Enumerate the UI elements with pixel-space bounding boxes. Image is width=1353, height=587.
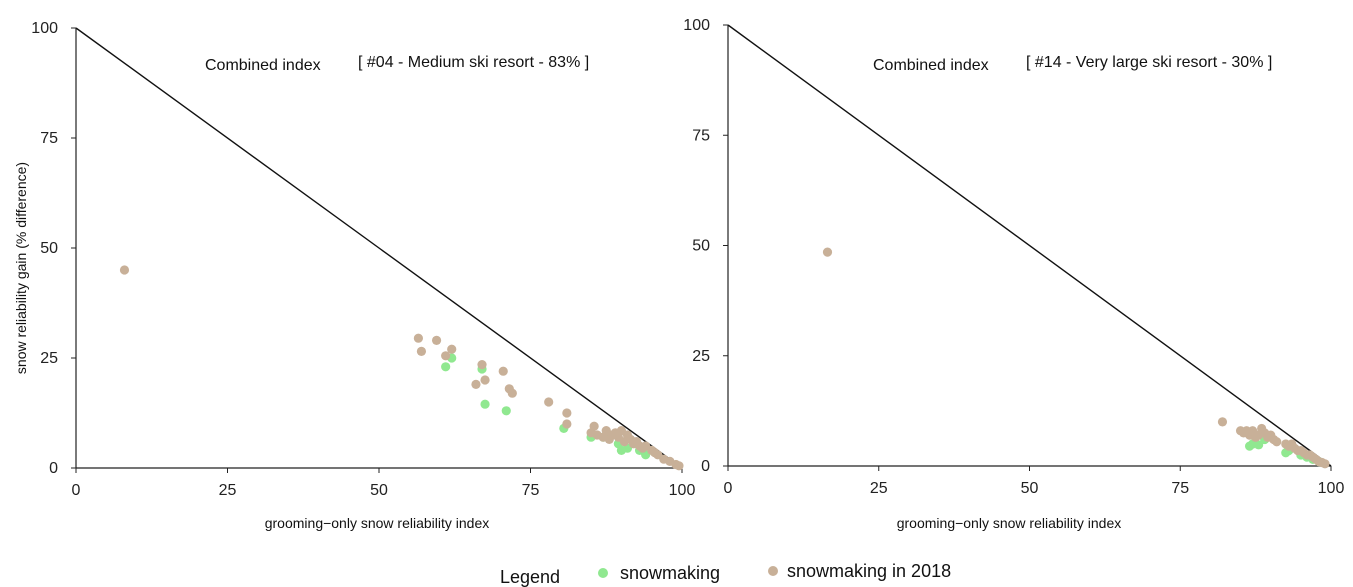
x-tick-label: 50 xyxy=(370,482,388,499)
y-tick-label: 25 xyxy=(40,350,58,367)
legend-swatch-snowmaking-2018 xyxy=(768,566,778,576)
y-tick-label: 100 xyxy=(683,17,710,34)
legend-label-snowmaking: snowmaking xyxy=(620,563,720,583)
data-point xyxy=(562,419,572,429)
data-point xyxy=(822,247,833,257)
data-point xyxy=(1272,437,1282,447)
data-point xyxy=(1217,417,1228,427)
data-point xyxy=(416,346,427,356)
data-point xyxy=(507,388,517,398)
legend-label-snowmaking-2018: snowmaking in 2018 xyxy=(787,561,951,581)
data-point xyxy=(501,406,511,416)
data-point xyxy=(480,399,490,409)
legend-title: Legend xyxy=(500,567,560,587)
x-axis-label: grooming−only snow reliability index xyxy=(897,515,1122,531)
panel-subtitle: [ #14 - Very large ski resort - 30% ] xyxy=(1026,54,1272,71)
scatter-panel-very-large-resort: Combined index [ #14 - Very large ski re… xyxy=(683,17,1344,531)
x-tick-label: 75 xyxy=(1171,480,1189,497)
x-tick-label: 100 xyxy=(1318,480,1345,497)
y-tick-label: 75 xyxy=(692,127,710,144)
data-point xyxy=(544,397,554,407)
data-point xyxy=(562,408,572,418)
series-snowmaking-2018 xyxy=(822,247,1330,469)
x-tick-label: 25 xyxy=(870,480,888,497)
data-point xyxy=(674,461,684,471)
legend: Legend snowmaking snowmaking in 2018 xyxy=(500,561,951,587)
reference-diagonal-line xyxy=(727,24,1332,467)
y-tick-label: 0 xyxy=(49,460,58,477)
x-tick-label: 0 xyxy=(724,480,733,497)
y-tick-label: 100 xyxy=(31,20,58,37)
data-point xyxy=(413,333,423,343)
data-point xyxy=(477,360,487,370)
data-point xyxy=(447,344,457,354)
reference-diagonal-line xyxy=(75,27,683,469)
x-tick-label: 100 xyxy=(669,482,696,499)
data-point xyxy=(471,379,481,389)
y-tick-label: 50 xyxy=(692,238,710,255)
y-axis-label: snow reliability gain (% difference) xyxy=(13,162,29,374)
legend-swatch-snowmaking xyxy=(598,568,608,578)
x-tick-label: 50 xyxy=(1021,480,1039,497)
data-point xyxy=(441,362,451,372)
data-point xyxy=(431,335,442,345)
x-tick-label: 75 xyxy=(522,482,540,499)
panel-subtitle: [ #04 - Medium ski resort - 83% ] xyxy=(358,54,589,71)
data-point xyxy=(441,351,451,361)
panel-title: Combined index xyxy=(205,57,321,74)
x-axis-label: grooming−only snow reliability index xyxy=(265,515,490,531)
y-tick-label: 25 xyxy=(692,348,710,365)
x-tick-label: 0 xyxy=(72,482,81,499)
x-tick-label: 25 xyxy=(219,482,237,499)
panel-title: Combined index xyxy=(873,57,989,74)
data-point xyxy=(589,421,599,431)
y-tick-label: 0 xyxy=(701,458,710,475)
data-point xyxy=(1254,440,1264,450)
data-point xyxy=(119,265,130,275)
y-tick-label: 75 xyxy=(40,130,58,147)
data-point xyxy=(1320,459,1330,469)
data-point xyxy=(480,375,490,385)
series-snowmaking-2018 xyxy=(119,265,684,471)
y-tick-label: 50 xyxy=(40,240,58,257)
scatter-panel-medium-resort: Combined index [ #04 - Medium ski resort… xyxy=(13,20,695,531)
data-point xyxy=(498,366,508,376)
